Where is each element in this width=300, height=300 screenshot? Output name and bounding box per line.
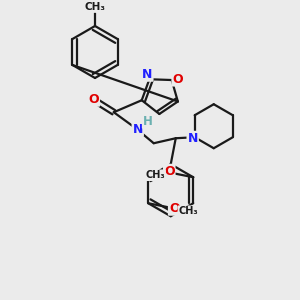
Text: CH₃: CH₃ <box>146 170 165 180</box>
Text: O: O <box>169 202 179 215</box>
Text: H: H <box>143 115 153 128</box>
Text: O: O <box>164 165 175 178</box>
Text: O: O <box>172 73 183 85</box>
Text: N: N <box>133 123 143 136</box>
Text: CH₃: CH₃ <box>178 206 198 216</box>
Text: N: N <box>188 132 198 145</box>
Text: N: N <box>142 68 153 81</box>
Text: CH₃: CH₃ <box>85 2 106 12</box>
Text: O: O <box>88 93 99 106</box>
